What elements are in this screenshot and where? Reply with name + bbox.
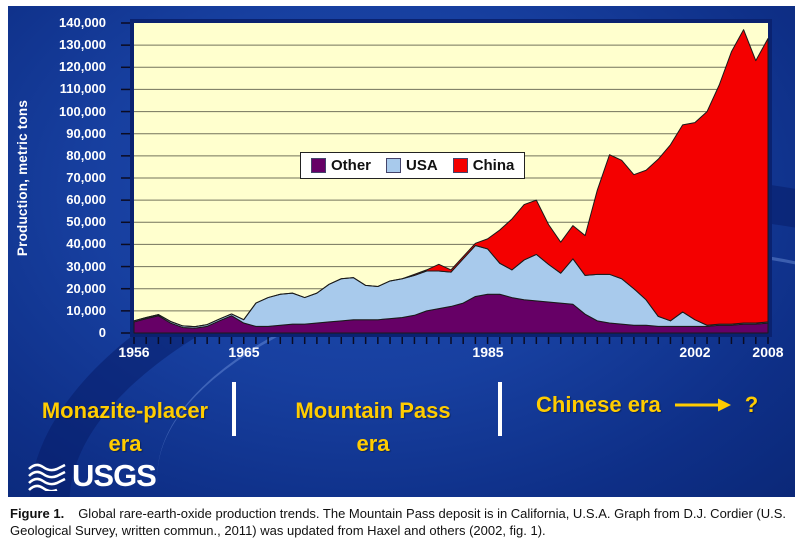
x-axis-label-1965: 1965	[228, 344, 260, 360]
figure-caption-label: Figure 1.	[10, 506, 65, 521]
y-axis-tick-label: 110,000	[59, 81, 106, 97]
y-axis-tick-label: 20,000	[66, 280, 106, 296]
legend-label-china: China	[472, 157, 515, 174]
y-axis-tick-label: 120,000	[59, 59, 106, 75]
legend-swatch-china	[452, 158, 468, 173]
y-axis-tick-label: 30,000	[66, 258, 106, 274]
y-axis-tick-label: 0	[98, 325, 106, 340]
figure-caption: Figure 1. Global rare-earth-oxide product…	[10, 505, 792, 539]
legend-label-other: Other	[331, 157, 372, 174]
x-axis-label-2008: 2008	[752, 344, 784, 360]
slide-background: Production, metric tons 0 10,000 20,000 30,…	[8, 6, 795, 497]
legend-swatch-usa	[386, 158, 402, 173]
y-axis-tick-label: 80,000	[66, 147, 106, 163]
y-axis-tick-label: 60,000	[66, 192, 106, 208]
y-axis-tick-label: 70,000	[66, 170, 106, 185]
right-arrow-icon	[674, 398, 731, 412]
legend-item-usa: USA	[386, 157, 438, 174]
era-label-monazite-placer: Monazite-placer era	[41, 398, 209, 456]
x-axis-label-1956: 1956	[118, 344, 150, 360]
y-axis-tick-label: 40,000	[66, 236, 106, 252]
x-axis-label-2002: 2002	[679, 344, 711, 360]
y-axis-tick-label: 90,000	[66, 125, 106, 141]
y-axis-tick-label: 130,000	[59, 37, 106, 53]
y-axis-tick-label: 10,000	[66, 302, 106, 318]
era-divider-2	[498, 382, 502, 436]
usgs-wave-icon	[28, 463, 66, 491]
stacked-area-chart	[121, 22, 769, 344]
usgs-logo: USGS	[28, 458, 157, 493]
y-axis-tick-label: 140,000	[59, 15, 106, 30]
y-axis-tick-label: 50,000	[66, 214, 106, 230]
legend-item-other: Other	[311, 157, 371, 174]
y-axis-title: Production, metric tons	[15, 99, 30, 257]
era-divider-1	[232, 382, 236, 436]
x-axis-label-1985: 1985	[472, 344, 504, 360]
chart-legend: Other USA China	[300, 152, 526, 179]
era-label-mountain-pass: Mountain Pass era	[295, 398, 451, 456]
era-label-chinese: Chinese era ?	[536, 392, 759, 417]
figure-caption-text: Global rare-earth-oxide production trend…	[10, 506, 787, 539]
usgs-logo-text: USGS	[72, 458, 157, 493]
legend-swatch-other	[311, 158, 326, 173]
legend-item-china: China	[452, 157, 515, 174]
y-axis-tick-label: 100,000	[59, 103, 106, 119]
legend-label-usa: USA	[406, 157, 438, 174]
